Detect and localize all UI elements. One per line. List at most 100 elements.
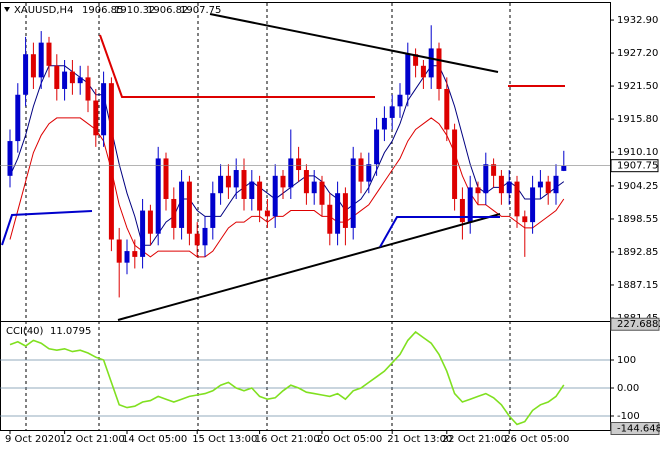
- candle-body: [358, 158, 364, 182]
- header-open: 1906.85: [82, 5, 123, 16]
- candle-body: [335, 193, 341, 234]
- candle-body: [303, 170, 309, 194]
- symbol-title: XAUUSD,H4: [14, 5, 73, 16]
- candle-body: [186, 181, 192, 234]
- header-low: 1906.82: [147, 5, 188, 16]
- y-tick-label: 1892.85: [617, 247, 658, 258]
- candle-body: [124, 251, 130, 263]
- candle-body: [459, 198, 465, 223]
- y-tick-label: 1887.15: [617, 280, 658, 291]
- level-line: [99, 34, 375, 98]
- drawn-objects: [1, 13, 565, 321]
- header-close: 1907.75: [180, 5, 221, 16]
- x-tick-label: 20 Oct 05:00: [317, 434, 382, 445]
- candle-body: [62, 71, 68, 89]
- candle-body: [257, 181, 263, 211]
- x-tick-label: 14 Oct 05:00: [122, 434, 187, 445]
- candle-body: [30, 54, 36, 78]
- x-tick-label: 21 Oct 13:00: [387, 434, 452, 445]
- candle-body: [514, 181, 520, 217]
- candle-body: [311, 181, 317, 194]
- candle-body: [225, 175, 231, 188]
- candle-body: [93, 100, 99, 136]
- candle-body: [319, 181, 325, 205]
- candle-body: [296, 158, 302, 171]
- y-tick-label: 100: [617, 355, 636, 366]
- x-tick-label: 16 Oct 21:00: [255, 434, 320, 445]
- trendline: [117, 213, 501, 321]
- candle-body: [374, 129, 380, 165]
- candle-body: [194, 233, 200, 246]
- candle-body: [467, 187, 473, 223]
- candle-body: [77, 77, 83, 84]
- y-tick-label: 1904.25: [617, 181, 658, 192]
- candle-body: [280, 175, 286, 188]
- candle-body: [140, 210, 146, 257]
- y-tick-label: 1921.50: [617, 81, 658, 92]
- candle-body: [553, 175, 559, 194]
- candle-body: [69, 71, 75, 84]
- marks: [0, 25, 610, 426]
- candle-body: [132, 251, 138, 257]
- y-tick-label: 227.6882: [617, 319, 660, 330]
- candle-body: [171, 198, 177, 228]
- candle-body: [491, 164, 497, 176]
- candle-body: [46, 42, 52, 66]
- current-price-label: 1907.75: [617, 161, 658, 172]
- frame: [0, 2, 611, 431]
- y-extreme-box: [610, 422, 660, 436]
- candle-body: [498, 175, 504, 194]
- candle-body: [522, 216, 528, 223]
- candle-body: [155, 158, 161, 234]
- candle-body: [210, 193, 216, 228]
- candle-body: [147, 210, 153, 234]
- candle-body: [202, 227, 208, 246]
- indicator-line: [9, 330, 565, 426]
- candle-body: [452, 129, 458, 199]
- level-line: [1, 210, 93, 246]
- y-tick-label: -144.6484: [617, 424, 660, 435]
- candle-body: [15, 94, 21, 142]
- candle-body: [530, 187, 536, 223]
- candle-body: [545, 181, 551, 194]
- candle-body: [7, 141, 13, 176]
- candle-body: [218, 175, 224, 194]
- candle-body: [85, 77, 91, 101]
- candle-body: [108, 83, 114, 240]
- plot-border: [0, 2, 611, 431]
- candle-body: [436, 48, 442, 89]
- candle-body: [405, 54, 411, 95]
- candle-body: [249, 181, 255, 199]
- candle-body: [54, 65, 60, 89]
- y-extreme-box: [610, 317, 660, 331]
- candle-body: [38, 42, 44, 78]
- header-high: 1910.32: [114, 5, 155, 16]
- x-tick-label: 9 Oct 2020: [5, 434, 60, 445]
- candle-body: [381, 117, 387, 130]
- candle-body: [537, 181, 543, 188]
- current-price-box: [610, 159, 659, 173]
- candle-body: [241, 170, 247, 199]
- candle-body: [397, 94, 403, 107]
- y-tick-label: -100: [617, 411, 640, 422]
- candle-body: [428, 48, 434, 78]
- candle-body: [366, 164, 372, 182]
- x-tick-label: 15 Oct 13:00: [192, 434, 257, 445]
- candle-body: [561, 165, 567, 171]
- x-tick-label: 12 Oct 21:00: [60, 434, 125, 445]
- candle-body: [389, 106, 395, 118]
- candle-body: [264, 210, 270, 217]
- candle-body: [350, 158, 356, 228]
- candle-body: [342, 193, 348, 228]
- candle-body: [420, 65, 426, 78]
- y-tick-label: 1898.55: [617, 214, 658, 225]
- candle-body: [233, 170, 239, 188]
- indicator-title: CCI(40): [6, 326, 44, 337]
- y-tick-label: 0.00: [617, 383, 639, 394]
- y-tick-label: 1915.80: [617, 114, 658, 125]
- x-tick-label: 22 Oct 21:00: [442, 434, 507, 445]
- candle-body: [23, 54, 29, 95]
- y-tick-label: 1932.90: [617, 15, 658, 26]
- candle-body: [475, 187, 481, 194]
